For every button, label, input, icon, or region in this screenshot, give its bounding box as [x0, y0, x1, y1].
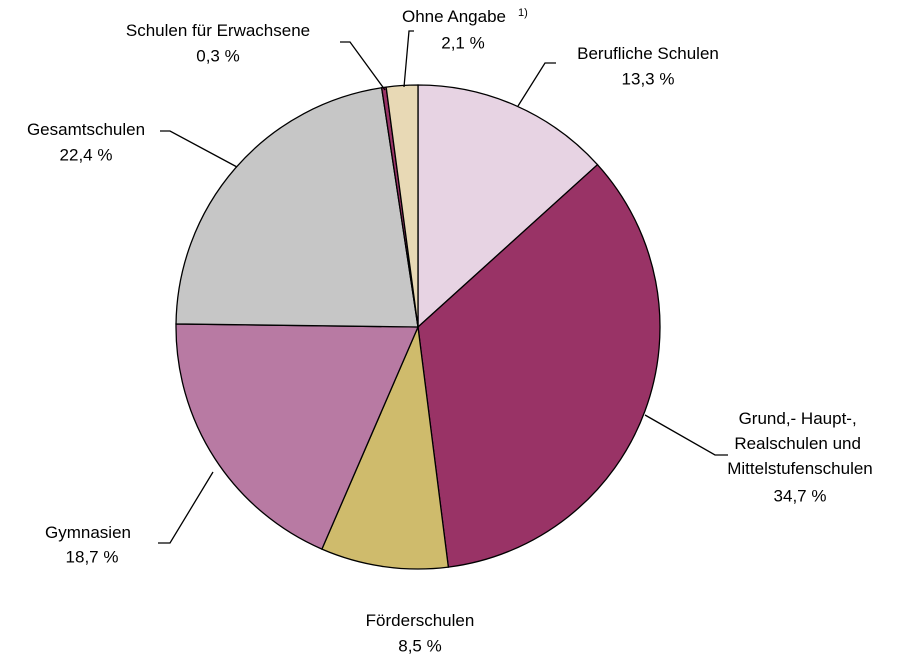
slice-label: Förderschulen [366, 611, 475, 630]
slice-label: Grund,- Haupt-, Realschulen und Mittelst… [727, 409, 873, 478]
slice [175, 87, 419, 328]
footnote-mark: 1) [518, 7, 528, 19]
leader-line [644, 414, 728, 456]
slice [385, 84, 419, 328]
label-line: Gesamtschulen [27, 120, 145, 139]
label-line: Schulen für Erwachsene [126, 21, 310, 40]
value-label: 18,7 % [66, 547, 119, 566]
value-label: 8,5 % [398, 636, 441, 655]
slice-label: Berufliche Schulen [577, 44, 719, 63]
leader-line [403, 30, 414, 88]
value-label: 22,4 % [60, 145, 113, 164]
leader-line [158, 471, 214, 544]
slice-label: Gesamtschulen [27, 120, 145, 139]
label-line: Mittelstufenschulen [727, 459, 873, 478]
slice [417, 84, 599, 329]
label-line: Förderschulen [366, 611, 475, 630]
label-line: Ohne Angabe [402, 7, 506, 26]
value-label: 34,7 % [774, 486, 827, 505]
slice [175, 323, 419, 550]
value-label: 2,1 % [441, 33, 484, 52]
slice [321, 324, 450, 570]
label-line: Berufliche Schulen [577, 44, 719, 63]
value-label: 0,3 % [196, 46, 239, 65]
slice-label: Gymnasien [45, 523, 131, 542]
slice [417, 163, 661, 568]
label-line: Gymnasien [45, 523, 131, 542]
label-line: Grund,- Haupt-, [739, 409, 862, 428]
leader-line [517, 62, 556, 107]
leader-line [340, 41, 386, 91]
value-label: 13,3 % [622, 69, 675, 88]
leader-line [160, 130, 238, 168]
slice-label: Schulen für Erwachsene [126, 21, 310, 40]
label-line: Realschulen und [734, 434, 865, 453]
slice-label: Ohne Angabe [402, 7, 506, 26]
